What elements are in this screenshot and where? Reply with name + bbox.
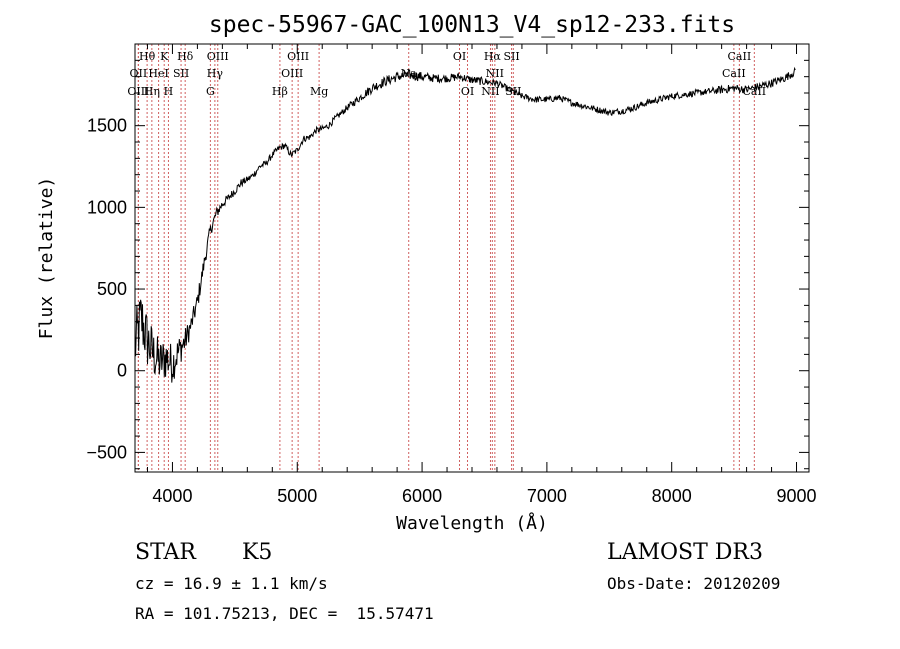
spectral-line-label: Hη (144, 85, 160, 98)
spectral-line-label: Hδ (177, 50, 194, 63)
tick-label: 1500 (87, 116, 127, 136)
object-subclass: K5 (242, 540, 273, 565)
spectral-line-label: HeI (148, 67, 168, 80)
spectral-line-label: Mg (310, 85, 328, 98)
spectral-line-label: CaII (728, 50, 752, 63)
spectral-line-label: Hγ (207, 67, 224, 80)
spectral-line-label: OIII (207, 50, 229, 63)
spectral-line-label: OIII (281, 67, 303, 80)
tick-label: −500 (86, 442, 127, 462)
observation-date: Obs-Date: 20120209 (607, 574, 781, 593)
tick-label: 0 (117, 361, 127, 381)
plot-frame (134, 43, 810, 473)
tick-label: 8000 (652, 486, 692, 506)
spectral-line-label: SII (173, 67, 189, 80)
coordinates: RA = 101.75213, DEC = 15.57471 (135, 604, 434, 623)
survey-name: LAMOST DR3 (607, 540, 763, 565)
tick-label: 1000 (87, 197, 127, 217)
spectral-line-label: OI (453, 50, 466, 63)
tick-label: 6000 (402, 486, 442, 506)
spectral-line-label: NII (486, 67, 504, 80)
tick-label: 9000 (776, 486, 816, 506)
spectral-line-label: OIII (287, 50, 309, 63)
spectral-line-label: OI (461, 85, 474, 98)
chart-title: spec-55967-GAC_100N13_V4_sp12-233.fits (209, 12, 735, 38)
spectral-line-label: SII (503, 50, 519, 63)
spectral-line-label: SII (505, 85, 521, 98)
spectral-line-label: Hβ (272, 85, 288, 98)
y-axis-label: Flux (relative) (36, 177, 57, 340)
tick-label: 7000 (527, 486, 567, 506)
x-axis-label: Wavelength (Å) (396, 512, 548, 534)
spectral-line-label: OIII (127, 85, 149, 98)
spectrum-series-line (134, 66, 796, 383)
axis-ticks: 4000 5000 6000 7000 8000 9000 −500 0 500 1000 1500 (86, 44, 817, 506)
spectral-line-label: Hα (484, 50, 502, 63)
spectral-line-label: OII (130, 67, 148, 80)
spectral-lines-layer (137, 44, 755, 472)
spectral-line-label: G (206, 85, 215, 98)
spectral-line-labels: Hθ OII OIII HeI Hη K SII H Hδ OIII Hγ G OIII OIII Hβ Mg… (127, 50, 766, 98)
tick-label: 500 (97, 279, 127, 299)
spectral-line-label: Hθ (139, 50, 156, 63)
spectral-line-label: K (160, 50, 169, 63)
object-class: STAR (135, 540, 196, 565)
tick-label: 4000 (152, 486, 192, 506)
spectral-line-label: CaII (722, 67, 746, 80)
spectral-line-label: NII (481, 85, 499, 98)
redshift-value: cz = 16.9 ± 1.1 km/s (135, 574, 328, 593)
tick-label: 5000 (277, 486, 317, 506)
spectral-line-label: H (164, 85, 174, 98)
